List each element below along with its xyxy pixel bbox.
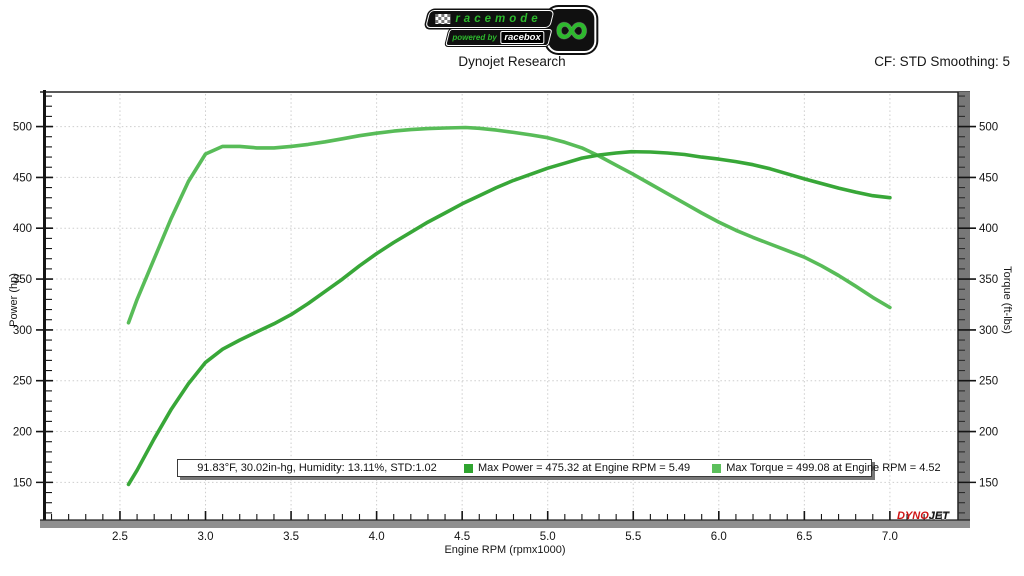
legend-entry-max-torque: Max Torque = 499.08 at Engine RPM = 4.52 bbox=[712, 462, 941, 474]
rpm-tick-label: 3.5 bbox=[283, 531, 299, 543]
page-title: Dynojet Research bbox=[458, 54, 566, 69]
racebox-infinity-icon: ∞ bbox=[546, 5, 597, 53]
rpm-tick-label: 4.5 bbox=[454, 531, 470, 543]
power-tick-label: 150 bbox=[13, 477, 32, 489]
rpm-tick-label: 5.5 bbox=[625, 531, 641, 543]
torque-curve bbox=[126, 125, 892, 325]
torque-tick-label: 300 bbox=[979, 325, 998, 337]
max-torque-label: Max Torque = 499.08 at Engine RPM = 4.52 bbox=[726, 462, 941, 474]
torque-tick-label: 500 bbox=[979, 122, 998, 134]
torque-tick-label: 200 bbox=[979, 427, 998, 439]
torque-axis-title: Torque (ft-lbs) bbox=[1001, 266, 1013, 334]
max-torque-swatch bbox=[712, 463, 722, 473]
rpm-tick-label: 6.0 bbox=[711, 531, 727, 543]
left-axis-bar bbox=[43, 90, 46, 522]
rpm-axis-title: Engine RPM (rpmx1000) bbox=[444, 544, 566, 556]
torque-tick-label: 350 bbox=[979, 274, 998, 286]
rpm-tick-label: 4.0 bbox=[369, 531, 385, 543]
correction-factor-label: CF: STD Smoothing: 5 bbox=[874, 54, 1010, 69]
torque-tick-label: 450 bbox=[979, 172, 998, 184]
rpm-tick-label: 5.0 bbox=[540, 531, 556, 543]
power-tick-label: 350 bbox=[13, 274, 32, 286]
bottom-axis-band bbox=[40, 520, 970, 528]
torque-tick-label: 250 bbox=[979, 376, 998, 388]
rpm-tick-label: 3.0 bbox=[198, 531, 214, 543]
racemode-racebox-logo: racemode powered by racebox ∞ bbox=[425, 5, 597, 53]
torque-tick-label: 150 bbox=[979, 477, 998, 489]
dynojet-logo: DYNOJET bbox=[897, 510, 949, 522]
dynojet-logo-jet-text: JET bbox=[928, 510, 949, 522]
chart-legend: 91.83°F, 30.02in-hg, Humidity: 13.11%, S… bbox=[177, 459, 941, 477]
rpm-tick-label: 7.0 bbox=[882, 531, 898, 543]
power-tick-label: 450 bbox=[13, 172, 32, 184]
dynojet-logo-dyno-text: DYNO bbox=[897, 510, 929, 522]
power-tick-label: 200 bbox=[13, 427, 32, 439]
conditions-label: 91.83°F, 30.02in-hg, Humidity: 13.11%, S… bbox=[197, 462, 437, 474]
legend-entry-max-power: Max Power = 475.32 at Engine RPM = 5.49 bbox=[464, 462, 690, 474]
power-tick-label: 250 bbox=[13, 376, 32, 388]
power-axis-title: Power (hp) bbox=[8, 273, 20, 327]
power-tick-label: 300 bbox=[13, 325, 32, 337]
rpm-tick-label: 2.5 bbox=[112, 531, 128, 543]
max-power-label: Max Power = 475.32 at Engine RPM = 5.49 bbox=[478, 462, 691, 474]
power-curve bbox=[126, 149, 892, 487]
max-power-swatch bbox=[464, 463, 473, 473]
power-tick-label: 400 bbox=[13, 223, 32, 235]
power-tick-label: 500 bbox=[13, 122, 32, 134]
torque-tick-label: 400 bbox=[979, 223, 998, 235]
rpm-tick-label: 6.5 bbox=[796, 531, 812, 543]
